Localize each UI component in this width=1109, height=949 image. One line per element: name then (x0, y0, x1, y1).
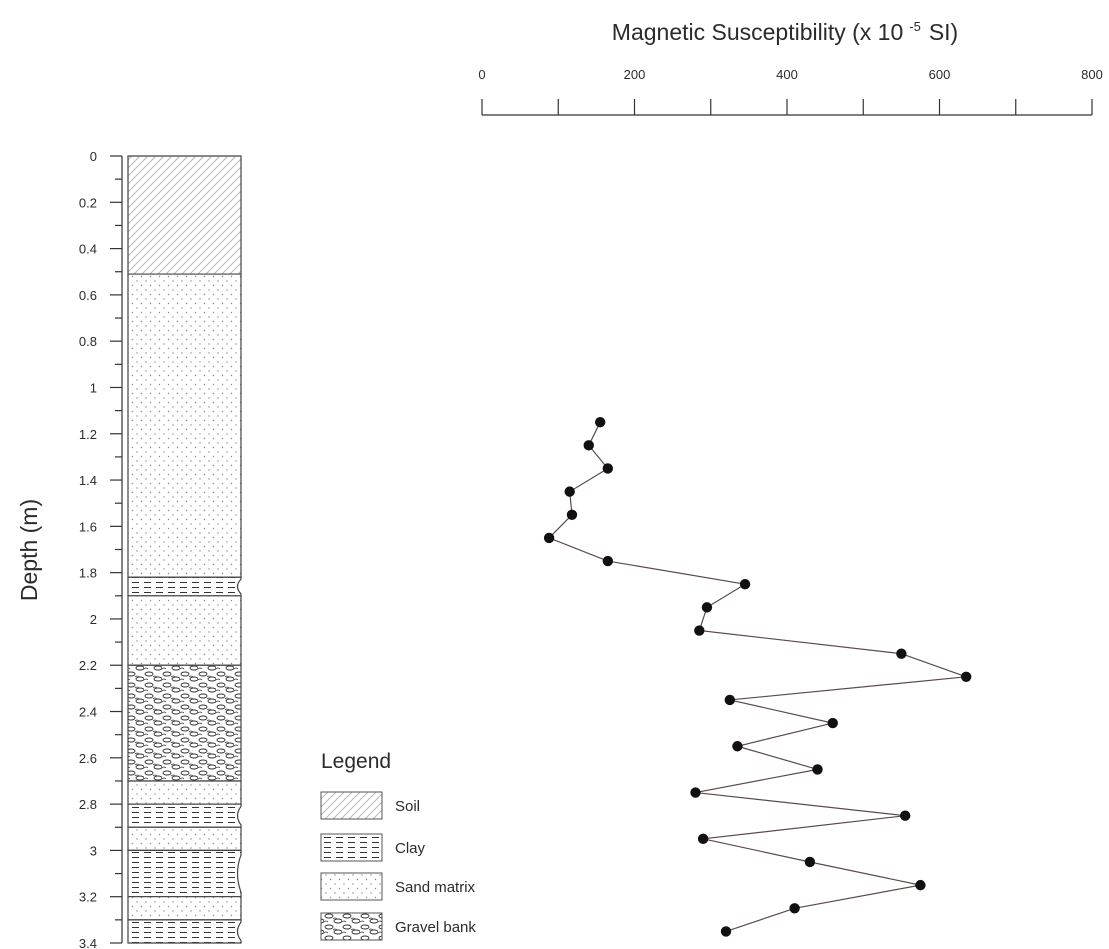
lithology-layer-sand-matrix (127, 273, 242, 578)
series-line (548, 421, 967, 932)
lithology-layer-clay (127, 919, 242, 944)
x-axis-title-unit: SI) (929, 19, 958, 45)
data-point (896, 648, 907, 659)
legend-item-clay: Clay (320, 833, 426, 862)
y-tick-label: 1 (90, 380, 97, 395)
y-tick-label: 0.8 (79, 334, 97, 349)
x-tick-label: 200 (624, 67, 646, 82)
legend-item-soil: Soil (320, 791, 420, 820)
data-point (732, 741, 743, 752)
data-point (602, 463, 614, 474)
x-tick-label: 600 (929, 67, 951, 82)
y-tick-label: 3.4 (79, 936, 97, 949)
data-point (594, 416, 606, 428)
legend-label-clay: Clay (395, 840, 426, 857)
data-point (899, 810, 911, 821)
x-tick-label: 400 (776, 67, 798, 82)
y-tick-label: 2.2 (79, 658, 97, 673)
legend: Legend Soil Clay Sand matrix Gravel bank (320, 750, 476, 941)
y-tick-label: 2.8 (79, 797, 97, 812)
y-tick-label: 0.6 (79, 288, 97, 303)
legend-item-sand-matrix: Sand matrix (320, 872, 476, 901)
y-tick-label: 2.4 (79, 705, 97, 720)
data-point (789, 903, 800, 914)
y-tick-label: 1.4 (79, 473, 97, 488)
legend-label-gravel-bank: Gravel bank (395, 919, 476, 936)
y-tick-label: 0 (90, 149, 97, 164)
data-point (543, 532, 555, 544)
data-point (827, 717, 838, 729)
x-tick-label: 800 (1081, 67, 1103, 82)
lithology-layer-clay (127, 849, 242, 898)
data-series (543, 416, 972, 937)
data-point (701, 602, 713, 613)
data-point (915, 879, 926, 891)
data-point (739, 579, 751, 590)
data-point (724, 694, 736, 706)
lithology-layer-sand-matrix (127, 780, 242, 805)
y-tick-label: 2 (90, 612, 97, 627)
data-point (690, 787, 701, 798)
data-point (602, 555, 614, 567)
lithology-layer-clay (127, 576, 242, 597)
legend-swatch-sand-matrix (320, 872, 383, 901)
data-point (583, 440, 594, 451)
lithology-layer-sand-matrix (127, 595, 242, 666)
data-point (564, 486, 575, 497)
data-point (804, 856, 816, 868)
data-point (720, 926, 732, 937)
lithology-layer-clay (127, 803, 242, 828)
legend-swatch-clay (320, 833, 383, 862)
legend-label-soil: Soil (395, 798, 420, 815)
x-tick-label: 0 (478, 67, 485, 82)
y-tick-label: 1.6 (79, 519, 97, 534)
y-axis-title: Depth (m) (16, 499, 42, 601)
y-tick-label: 0.4 (79, 242, 97, 257)
data-point (960, 671, 972, 683)
y-tick-label: 0.2 (79, 195, 97, 210)
lithology-layer-sand-matrix (127, 826, 242, 852)
legend-swatch-soil (320, 791, 383, 820)
lithology-column (127, 155, 242, 944)
lithology-layer-soil (127, 155, 242, 275)
legend-label-sand-matrix: Sand matrix (395, 879, 476, 896)
data-point (694, 625, 705, 636)
x-axis-title-exponent: -5 (909, 19, 921, 34)
data-point (812, 764, 823, 775)
lithology-layer-gravel-bank (127, 664, 242, 782)
legend-title: Legend (321, 750, 391, 773)
x-axis-title-main: Magnetic Susceptibility (x 10 (612, 19, 903, 45)
legend-item-gravel-bank: Gravel bank (320, 912, 476, 941)
data-point (697, 833, 709, 845)
data-point (566, 509, 578, 520)
x-axis: 0 200 400 600 800 (478, 67, 1103, 116)
legend-swatch-gravel-bank (320, 912, 383, 941)
y-tick-label: 3.2 (79, 890, 97, 905)
y-tick-label: 2.6 (79, 751, 97, 766)
y-tick-label: 1.2 (79, 427, 97, 442)
lithology-layer-sand-matrix (127, 896, 242, 921)
y-tick-label: 1.8 (79, 566, 97, 581)
y-axis: 0 0.2 0.4 0.6 0.8 1 1.2 1.4 1.6 1.8 2 2.2 2.4 2.6 2.8 3… (79, 149, 123, 949)
y-tick-label: 3 (90, 843, 97, 858)
x-axis-title: Magnetic Susceptibility (x 10 -5 SI) (612, 19, 958, 45)
